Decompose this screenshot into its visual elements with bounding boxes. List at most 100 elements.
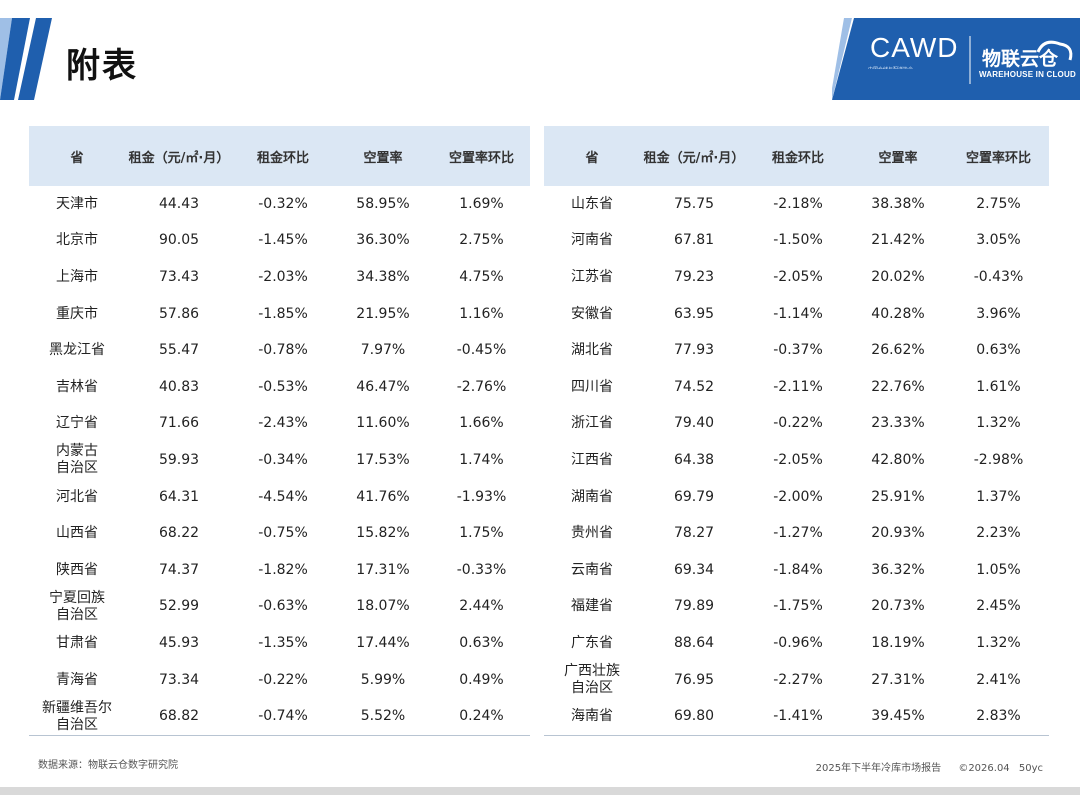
- value-cell: 27.31%: [871, 671, 925, 688]
- table-row: 宁夏回族 自治区 52.99 -0.63% 18.07% 2.44%: [29, 589, 530, 626]
- value-cell: 1.05%: [976, 561, 1021, 578]
- value-cell: -0.45%: [456, 342, 507, 359]
- value-cell: 17.31%: [356, 561, 410, 578]
- value-cell: 26.62%: [871, 342, 925, 359]
- value-cell: 2.44%: [459, 598, 504, 615]
- province-cell: 重庆市: [56, 305, 98, 322]
- logo-english-name: WAREHOUSE IN CLOUD: [979, 70, 1076, 79]
- province-cell: 贵州省: [571, 525, 613, 542]
- value-cell: 2.23%: [976, 525, 1021, 542]
- province-cell: 湖南省: [571, 488, 613, 505]
- column-header: 租金（元/㎡·月）: [640, 126, 748, 186]
- table-row: 浙江省 79.40 -0.22% 23.33% 1.32%: [544, 406, 1049, 443]
- value-cell: 79.23: [673, 268, 715, 285]
- value-cell: -1.14%: [773, 305, 823, 322]
- table-row: 福建省 79.89 -1.75% 20.73% 2.45%: [544, 589, 1049, 626]
- value-cell: 79.40: [673, 415, 715, 432]
- table-row: 广东省 88.64 -0.96% 18.19% 1.32%: [544, 625, 1049, 662]
- brand-logo: CAWD 中国仓储与配送协会 物联云仓 WAREHOUSE IN CLOUD: [832, 18, 1080, 100]
- province-cell: 山西省: [56, 525, 98, 542]
- logo-cawd-subtitle: 中国仓储与配送协会: [868, 66, 964, 69]
- value-cell: 57.86: [158, 305, 200, 322]
- value-cell: -0.34%: [258, 451, 308, 468]
- province-cell: 吉林省: [56, 378, 98, 395]
- value-cell: 25.91%: [871, 488, 925, 505]
- province-cell: 辽宁省: [56, 415, 98, 432]
- column-header: 省: [544, 126, 640, 186]
- value-cell: -1.35%: [258, 634, 308, 651]
- province-cell: 海南省: [544, 698, 640, 736]
- value-cell: 58.95%: [356, 195, 410, 212]
- province-cell: 四川省: [571, 378, 613, 395]
- column-header: 空置率: [333, 126, 433, 186]
- table-header-row: 省租金（元/㎡·月） 租金环比 空置率 空置率环比: [29, 126, 530, 186]
- value-cell: 1.37%: [976, 488, 1021, 505]
- header-stripes-decoration: [0, 18, 52, 100]
- value-cell: -2.76%: [456, 378, 507, 395]
- value-cell: 22.76%: [871, 378, 925, 395]
- value-cell: 46.47%: [356, 378, 410, 395]
- table-row: 青海省 73.34 -0.22% 5.99% 0.49%: [29, 662, 530, 699]
- province-cell: 新疆维吾尔 自治区: [29, 698, 125, 736]
- value-cell: 17.44%: [356, 634, 410, 651]
- value-cell: -0.78%: [258, 342, 308, 359]
- table-row: 北京市 90.05 -1.45% 36.30% 2.75%: [29, 223, 530, 260]
- table-row: 吉林省 40.83 -0.53% 46.47% -2.76%: [29, 369, 530, 406]
- table-row: 湖北省 77.93 -0.37% 26.62% 0.63%: [544, 332, 1049, 369]
- table-body: 天津市 44.43 -0.32% 58.95% 1.69% 北京市 90.05 -1.45% 3…: [29, 186, 530, 736]
- value-cell: 67.81: [673, 232, 715, 249]
- value-cell: 39.45%: [848, 698, 948, 736]
- value-cell: 42.80%: [871, 451, 925, 468]
- value-cell: 1.74%: [459, 451, 504, 468]
- province-cell: 福建省: [571, 598, 613, 615]
- value-cell: 74.52: [673, 378, 715, 395]
- province-cell: 安徽省: [571, 305, 613, 322]
- value-cell: 88.64: [673, 634, 715, 651]
- value-cell: 45.93: [158, 634, 200, 651]
- province-cell: 广东省: [571, 634, 613, 651]
- value-cell: -0.22%: [258, 671, 308, 688]
- province-cell: 广西壮族 自治区: [564, 663, 620, 697]
- value-cell: 64.38: [673, 451, 715, 468]
- value-cell: -1.45%: [258, 232, 308, 249]
- value-cell: 36.30%: [356, 232, 410, 249]
- table-row: 天津市 44.43 -0.32% 58.95% 1.69%: [29, 186, 530, 223]
- value-cell: 59.93: [158, 451, 200, 468]
- table-row: 山东省 75.75 -2.18% 38.38% 2.75%: [544, 186, 1049, 223]
- province-cell: 北京市: [56, 232, 98, 249]
- table-row: 新疆维吾尔 自治区 68.82 -0.74% 5.52% 0.24%: [29, 698, 530, 736]
- value-cell: 23.33%: [871, 415, 925, 432]
- value-cell: -0.96%: [773, 634, 823, 651]
- value-cell: 1.75%: [459, 525, 504, 542]
- province-cell: 上海市: [56, 268, 98, 285]
- value-cell: 4.75%: [459, 268, 504, 285]
- value-cell: 15.82%: [356, 525, 410, 542]
- value-cell: 11.60%: [356, 415, 410, 432]
- value-cell: 41.76%: [356, 488, 410, 505]
- value-cell: -2.11%: [773, 378, 823, 395]
- province-cell: 江西省: [571, 451, 613, 468]
- province-cell: 浙江省: [571, 415, 613, 432]
- value-cell: 18.07%: [356, 598, 410, 615]
- value-cell: 1.32%: [976, 634, 1021, 651]
- report-footer: 2025年下半年冷库市场报告 ©2026.04 50yc: [802, 759, 1043, 774]
- value-cell: 3.05%: [976, 232, 1021, 249]
- table-row: 广西壮族 自治区 76.95 -2.27% 27.31% 2.41%: [544, 662, 1049, 699]
- value-cell: -0.22%: [773, 415, 823, 432]
- rent-table-left: 省租金（元/㎡·月） 租金环比 空置率 空置率环比 天津市 44.43 -0.32% 58.…: [29, 126, 530, 736]
- table-row: 山西省 68.22 -0.75% 15.82% 1.75%: [29, 515, 530, 552]
- value-cell: -0.74%: [233, 698, 333, 736]
- value-cell: 3.96%: [976, 305, 1021, 322]
- column-header: 空置率环比: [948, 126, 1049, 186]
- value-cell: -2.03%: [258, 268, 308, 285]
- value-cell: 69.79: [673, 488, 715, 505]
- table-row: 辽宁省 71.66 -2.43% 11.60% 1.66%: [29, 406, 530, 443]
- value-cell: 2.75%: [459, 232, 504, 249]
- table-row: 海南省 69.80 -1.41% 39.45% 2.83%: [544, 698, 1049, 736]
- value-cell: 79.89: [673, 598, 715, 615]
- value-cell: 90.05: [158, 232, 200, 249]
- province-cell: 青海省: [56, 671, 98, 688]
- copyright-date: ©2026.04: [958, 763, 1010, 774]
- value-cell: -2.27%: [773, 671, 823, 688]
- table-row: 江苏省 79.23 -2.05% 20.02% -0.43%: [544, 259, 1049, 296]
